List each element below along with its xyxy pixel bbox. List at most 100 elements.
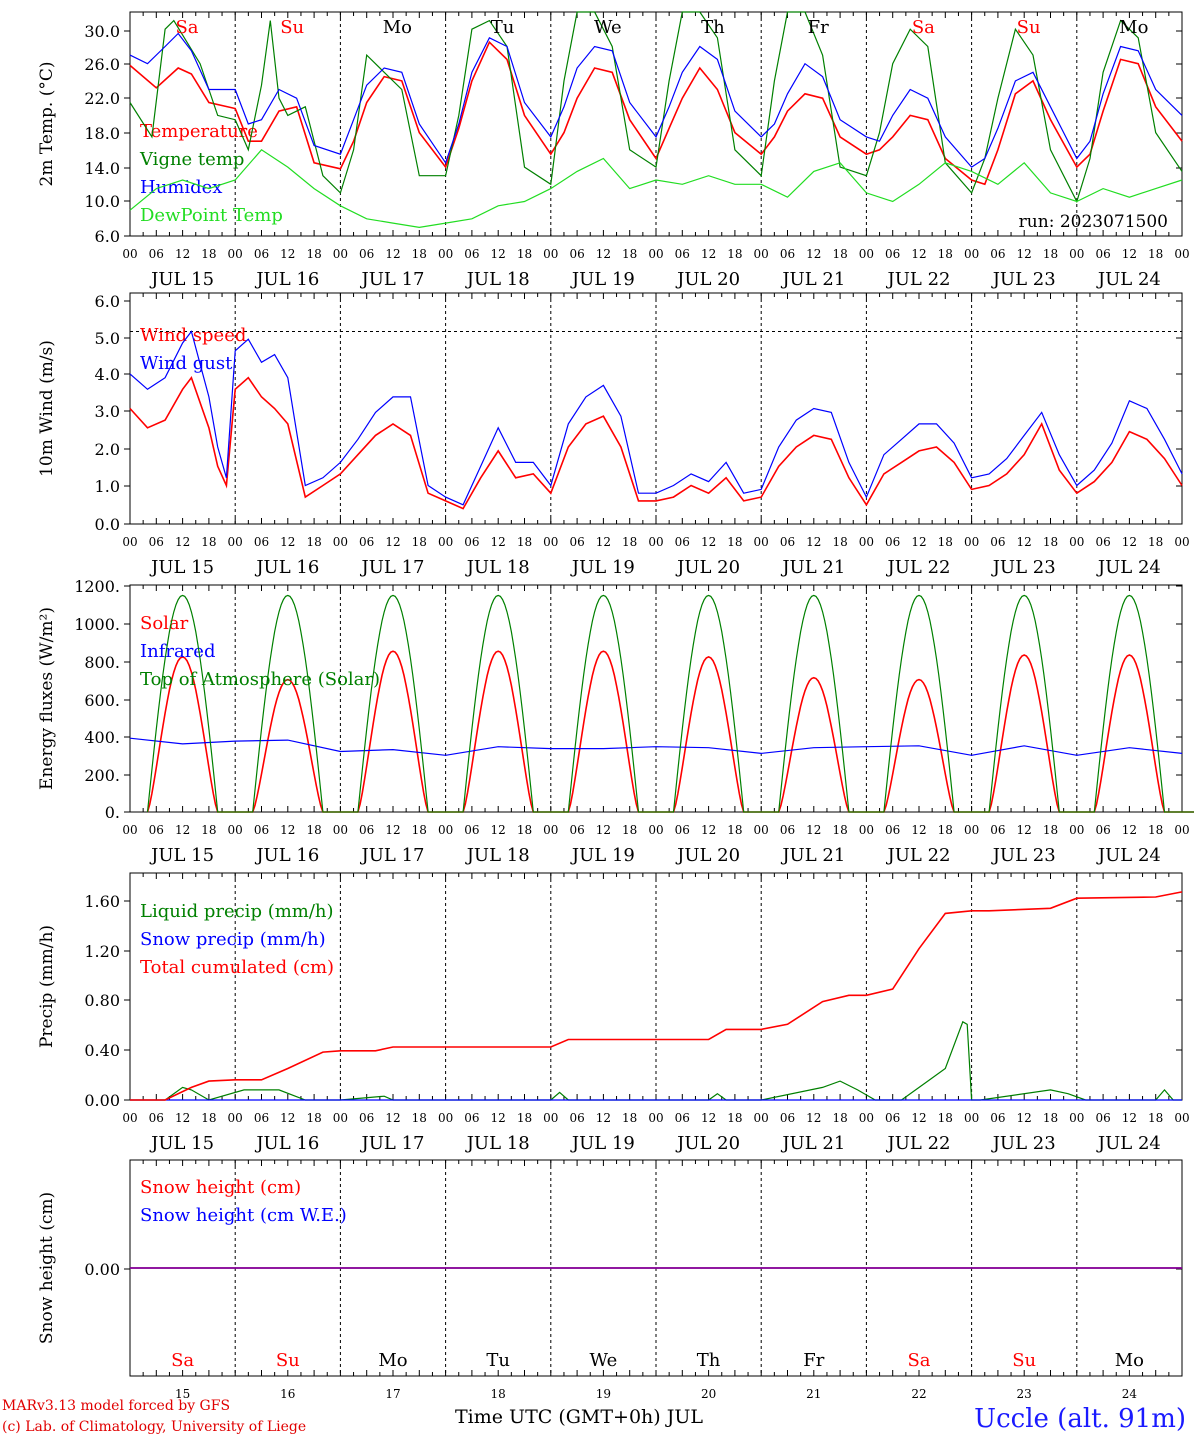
hour-label: 00 (964, 535, 979, 549)
hour-label: 06 (780, 1111, 795, 1125)
date-label: JUL 15 (149, 269, 214, 290)
date-label: JUL 18 (465, 557, 530, 578)
y-axis-label: 2m Temp. (°C) (37, 61, 57, 186)
hour-label: 18 (517, 247, 532, 261)
date-label: JUL 20 (675, 1133, 740, 1154)
hour-label: 12 (596, 1111, 611, 1125)
hour-label: 00 (438, 823, 453, 837)
y-tick-label: 0.40 (84, 1041, 120, 1060)
date-label: JUL 24 (1096, 1133, 1161, 1154)
panel-wind: 0.0 1.0 2.0 3.0 4.0 5.0 6.0 10m Wind (m/s) Wind … (37, 292, 1190, 578)
hour-label: 12 (280, 535, 295, 549)
hour-label: 06 (990, 535, 1005, 549)
date-label: JUL 17 (360, 269, 425, 290)
hour-label: 12 (701, 535, 716, 549)
y-tick-label: 600. (84, 691, 120, 710)
hour-label: 06 (569, 1111, 584, 1125)
legend-entry: Wind speed (140, 325, 246, 346)
hour-label: 00 (648, 1111, 663, 1125)
hour-label: 00 (122, 1111, 137, 1125)
hour-label: 18 (938, 247, 953, 261)
legend-entry: Snow height (cm) (140, 1177, 301, 1198)
day-of-week-label: We (590, 1350, 618, 1371)
hour-label: 18 (938, 535, 953, 549)
y-tick-label: 1200. (74, 577, 120, 596)
legend-entry: Top of Atmosphere (Solar) (140, 669, 380, 690)
hour-label: 06 (569, 247, 584, 261)
hour-label: 00 (122, 535, 137, 549)
hour-label: 12 (175, 247, 190, 261)
day-of-week-label: Sa (907, 1350, 930, 1371)
day-of-week-label: We (594, 17, 622, 38)
legend-entry: Snow precip (mm/h) (140, 929, 326, 950)
hour-label: 06 (990, 247, 1005, 261)
date-label: JUL 20 (675, 845, 740, 866)
hour-label: 12 (806, 247, 821, 261)
hour-label: 06 (149, 1111, 164, 1125)
day-of-week-label: Sa (171, 1350, 194, 1371)
day-of-week-label: Su (1017, 17, 1041, 38)
date-label: JUL 19 (570, 557, 635, 578)
hour-label: 18 (201, 535, 216, 549)
hour-label: 00 (228, 1111, 243, 1125)
hour-label: 18 (1043, 823, 1058, 837)
hour-label: 00 (333, 535, 348, 549)
hour-label: 12 (911, 247, 926, 261)
hour-label: 18 (1043, 247, 1058, 261)
legend-entry: Vigne temp (139, 149, 244, 170)
hour-label: 06 (254, 823, 269, 837)
hour-label: 06 (569, 823, 584, 837)
hour-label: 00 (333, 1111, 348, 1125)
y-tick-label: 0.00 (84, 1260, 120, 1279)
hour-label: 12 (385, 535, 400, 549)
y-tick-label: 2.0 (95, 440, 120, 459)
hour-label: 18 (517, 535, 532, 549)
hour-label: 00 (1174, 535, 1189, 549)
date-label: JUL 20 (675, 557, 740, 578)
hour-label: 00 (1069, 247, 1084, 261)
hour-label: 18 (306, 535, 321, 549)
hour-label: 12 (280, 823, 295, 837)
hour-label: 18 (832, 535, 847, 549)
hour-label: 00 (648, 247, 663, 261)
hour-label: 00 (333, 823, 348, 837)
panel-temp: 6.0 10.0 14.0 18.0 22.0 26.0 30.0 2m Temp. (°C)… (37, 11, 1190, 290)
hour-label: 12 (175, 1111, 190, 1125)
day-of-week-label: Su (280, 17, 304, 38)
hour-label: 12 (701, 823, 716, 837)
hour-label: 00 (964, 1111, 979, 1125)
hour-label: 00 (228, 823, 243, 837)
series-line-wind-gust (129, 330, 1183, 506)
hour-label: 12 (806, 535, 821, 549)
hour-label: 18 (412, 1111, 427, 1125)
station-name: Uccle (alt. 91m) (974, 1404, 1186, 1434)
hour-label: 18 (727, 823, 742, 837)
hour-label: 00 (122, 823, 137, 837)
day-of-week-label: Mo (378, 1350, 407, 1371)
hour-label: 00 (438, 535, 453, 549)
hour-label: 00 (754, 247, 769, 261)
hour-label: 12 (806, 823, 821, 837)
hour-label: 06 (464, 247, 479, 261)
date-label: JUL 16 (254, 1133, 319, 1154)
series-line-dewpoint-temp (129, 149, 1183, 229)
date-label: JUL 19 (570, 845, 635, 866)
hour-label: 12 (911, 535, 926, 549)
day-of-week-label: Mo (1119, 17, 1148, 38)
y-tick-label: 1.20 (84, 942, 120, 961)
series-line-top-of-atmosphere-solar- (146, 594, 1194, 813)
date-label: JUL 16 (254, 845, 319, 866)
hour-label: 00 (543, 823, 558, 837)
hour-label: 18 (201, 247, 216, 261)
date-label: JUL 18 (465, 845, 530, 866)
y-tick-label: 6.0 (95, 227, 120, 246)
date-label: JUL 16 (254, 557, 319, 578)
day-of-week-label: Fr (803, 1350, 824, 1371)
hour-label: 12 (385, 1111, 400, 1125)
hour-label: 00 (438, 247, 453, 261)
legend-entry: Infrared (140, 641, 215, 662)
date-label: JUL 19 (570, 1133, 635, 1154)
day-of-week-label: Tu (486, 1350, 510, 1371)
hour-label: 12 (175, 535, 190, 549)
date-label: JUL 16 (254, 269, 319, 290)
